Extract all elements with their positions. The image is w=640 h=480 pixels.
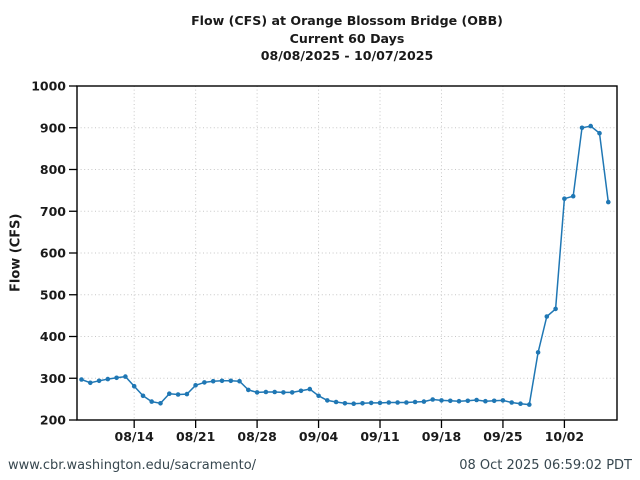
data-point-marker xyxy=(430,397,436,402)
footer-timestamp: 08 Oct 2025 06:59:02 PDT xyxy=(459,458,632,473)
data-point-marker xyxy=(518,401,523,407)
y-tick-label: 1000 xyxy=(31,79,66,94)
data-point-marker xyxy=(307,386,313,392)
data-point-marker xyxy=(184,391,190,397)
chart-title: Flow (CFS) at Orange Blossom Bridge (OBB… xyxy=(191,13,503,28)
plot-border xyxy=(76,85,618,421)
data-point-marker xyxy=(527,402,532,407)
data-point-marker xyxy=(246,387,251,393)
data-point-marker xyxy=(597,130,602,136)
data-point-marker xyxy=(263,389,269,395)
data-point-marker xyxy=(386,400,392,405)
x-tick-label: 09/11 xyxy=(360,429,399,444)
data-point-marker xyxy=(202,380,207,385)
data-point-marker xyxy=(210,378,216,384)
data-point-marker xyxy=(114,375,119,381)
x-tick-label: 08/21 xyxy=(176,429,215,444)
data-point-marker xyxy=(298,388,304,394)
gridlines xyxy=(77,86,617,420)
x-tick-label: 08/14 xyxy=(115,429,155,444)
y-tick-label: 500 xyxy=(40,287,66,302)
data-point-marker xyxy=(123,374,128,379)
y-axis-label: Flow (CFS) xyxy=(8,213,24,293)
data-point-marker xyxy=(149,399,154,404)
data-point-marker xyxy=(535,350,541,355)
data-point-marker xyxy=(404,400,409,405)
data-point-marker xyxy=(456,398,462,404)
data-point-marker xyxy=(175,392,181,397)
data-point-marker xyxy=(79,377,84,382)
chart-title-block: Flow (CFS) at Orange Blossom Bridge (OBB… xyxy=(77,12,617,65)
data-point-marker xyxy=(465,398,471,404)
y-tick-label: 600 xyxy=(40,246,66,261)
data-point-marker xyxy=(105,376,111,382)
flow-line-chart: 200 300 400 500 600 700 800 900 1000 08/14 08/21 08… xyxy=(31,79,618,445)
data-point-marker xyxy=(158,401,163,406)
x-tick-label: 10/02 xyxy=(545,429,584,444)
y-tick-label: 200 xyxy=(40,413,66,428)
data-point-marker xyxy=(606,199,611,205)
data-point-marker xyxy=(289,390,295,395)
data-point-marker xyxy=(237,378,242,384)
x-tick-label: 09/18 xyxy=(422,429,461,444)
data-point-marker xyxy=(333,399,339,405)
data-point-marker xyxy=(570,193,576,199)
data-point-marker xyxy=(491,398,497,404)
data-point-marker xyxy=(500,398,506,403)
data-point-marker xyxy=(281,390,286,395)
chart-date-range: 08/08/2025 - 10/07/2025 xyxy=(260,48,434,63)
data-point-marker xyxy=(562,196,567,201)
y-tick-label: 800 xyxy=(40,162,66,177)
y-tick-label: 400 xyxy=(40,329,66,344)
data-point-marker xyxy=(377,400,383,406)
data-point-marker xyxy=(360,401,365,406)
data-point-marker xyxy=(342,401,348,406)
data-point-marker xyxy=(131,383,137,389)
flow-markers xyxy=(79,123,611,407)
footer-bar: www.cbr.washington.edu/sacramento/ 08 Oc… xyxy=(0,451,640,480)
data-point-marker xyxy=(228,378,234,384)
data-point-marker xyxy=(474,397,479,403)
axis-tick-labels: 200 300 400 500 600 700 800 900 1000 08/14 08/21 08… xyxy=(31,79,584,445)
data-point-marker xyxy=(421,399,427,404)
data-point-marker xyxy=(167,391,172,397)
y-tick-label: 900 xyxy=(40,120,66,135)
data-point-marker xyxy=(439,398,444,403)
data-point-marker xyxy=(588,123,593,129)
y-tick-label: 300 xyxy=(40,371,66,386)
data-point-marker xyxy=(351,401,357,407)
data-point-marker xyxy=(325,398,330,403)
data-point-marker xyxy=(140,393,146,399)
data-point-marker xyxy=(544,314,550,319)
footer-url: www.cbr.washington.edu/sacramento/ xyxy=(8,458,257,473)
data-point-marker xyxy=(412,399,418,405)
x-tick-label: 08/28 xyxy=(237,429,276,444)
data-point-marker xyxy=(254,390,260,395)
data-point-marker xyxy=(272,389,278,395)
data-point-marker xyxy=(553,306,558,312)
y-tick-label: 700 xyxy=(40,204,66,219)
data-point-marker xyxy=(483,398,488,404)
chart-subtitle: Current 60 Days xyxy=(289,30,405,46)
data-point-marker xyxy=(96,378,102,384)
data-point-marker xyxy=(316,393,321,399)
axis-ticks xyxy=(69,85,566,428)
flow-line xyxy=(80,125,610,406)
data-point-marker xyxy=(509,400,514,405)
data-point-marker xyxy=(368,400,374,406)
x-tick-label: 09/25 xyxy=(483,429,522,444)
data-point-marker xyxy=(219,378,225,384)
data-point-marker xyxy=(579,125,585,131)
x-tick-label: 09/04 xyxy=(299,429,339,444)
data-point-marker xyxy=(448,398,453,404)
data-point-marker xyxy=(395,400,400,405)
data-point-marker xyxy=(193,383,198,388)
data-point-marker xyxy=(88,380,93,386)
